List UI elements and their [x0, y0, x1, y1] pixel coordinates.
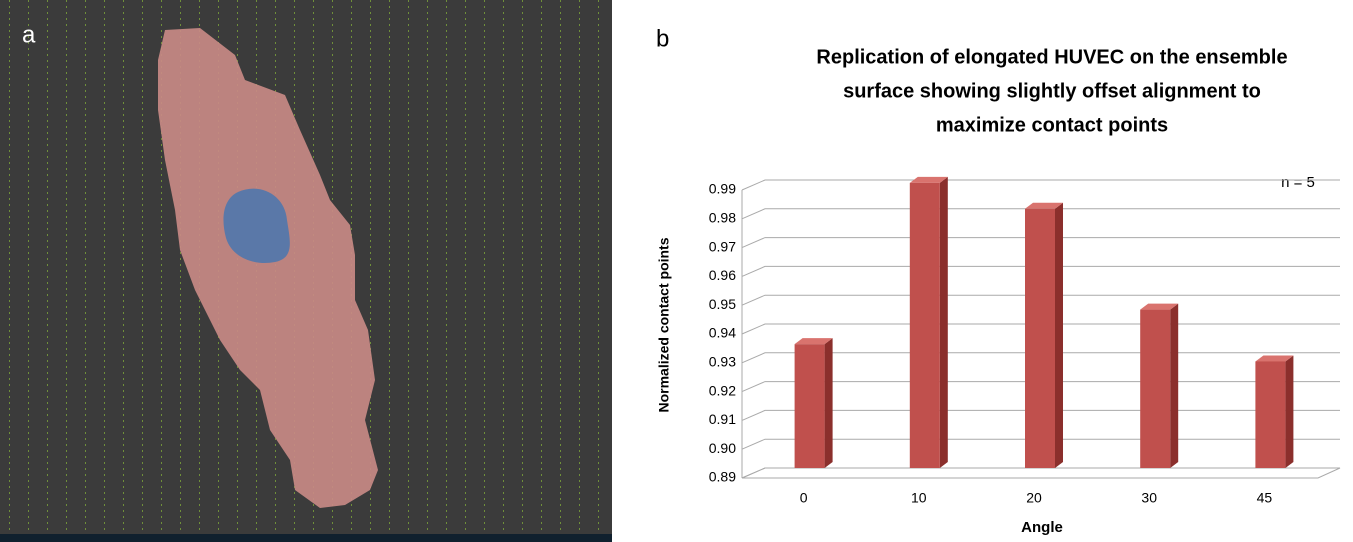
y-tick-label: 0.98 [709, 210, 736, 226]
grid-line [741, 208, 1340, 220]
bar-top [1025, 202, 1063, 209]
grid-line [741, 237, 1340, 249]
y-tick-label: 0.91 [709, 411, 736, 427]
floor [741, 467, 1341, 479]
x-tick-label: 45 [1257, 490, 1273, 506]
bar-side [939, 176, 948, 468]
y-tick-label: 0.93 [709, 354, 736, 370]
y-axis-label: Normalized contact points [656, 237, 672, 412]
y-tick-label: 0.97 [709, 238, 736, 254]
bottom-strip [0, 534, 612, 542]
bar [1025, 208, 1055, 469]
annotation: n = 5 [1281, 174, 1315, 191]
bar-top [794, 338, 833, 345]
y-tick-label: 0.95 [709, 296, 736, 312]
bar [1255, 361, 1286, 468]
bar-top [909, 176, 948, 183]
y-tick-label: 0.96 [709, 267, 736, 283]
x-tick-label: 20 [1026, 490, 1042, 506]
x-tick-label: 10 [911, 490, 927, 506]
chart-title: Replication of elongated HUVEC on the en… [816, 46, 1287, 68]
bar-side [1055, 202, 1063, 469]
y-tick-label: 0.89 [709, 469, 736, 485]
bar-top [1140, 303, 1179, 310]
panel-label: b [656, 25, 669, 52]
cell-body [158, 28, 378, 508]
y-tick-label: 0.90 [709, 440, 736, 456]
nucleus [223, 188, 290, 263]
grid-line [741, 294, 1340, 306]
bar-side [824, 338, 833, 468]
bar [909, 182, 940, 468]
grid-line [741, 179, 1340, 191]
panel-a: a [0, 0, 612, 542]
x-tick-label: 30 [1141, 490, 1157, 506]
grid-line [741, 265, 1340, 277]
y-tick-label: 0.94 [709, 325, 736, 341]
x-axis-label: Angle [1021, 519, 1063, 536]
panel-label: a [22, 21, 36, 48]
bar-side [1170, 303, 1179, 468]
x-tick-label: 0 [800, 490, 808, 506]
chart: Replication of elongated HUVEC on the en… [656, 46, 1315, 536]
bar [1140, 309, 1171, 468]
bar-side [1285, 355, 1294, 468]
chart-title: surface showing slightly offset alignmen… [843, 80, 1261, 102]
bar [794, 344, 825, 468]
y-tick-label: 0.92 [709, 382, 736, 398]
chart-title: maximize contact points [936, 114, 1168, 136]
y-tick-label: 0.99 [709, 181, 736, 197]
bar-top [1255, 355, 1294, 362]
